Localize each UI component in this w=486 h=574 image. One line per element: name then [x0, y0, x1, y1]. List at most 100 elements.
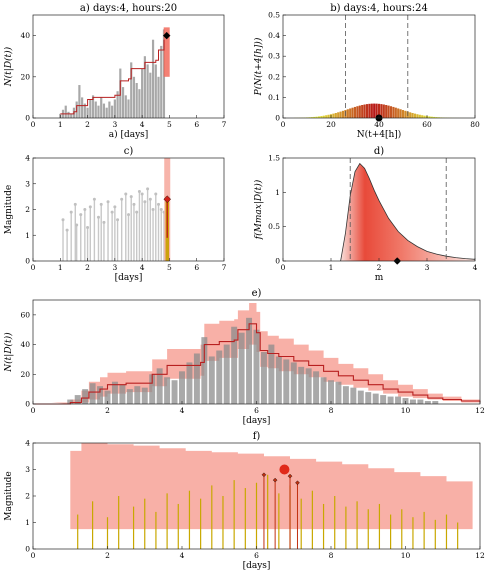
e-count-bar [328, 380, 334, 404]
e-model-line [33, 323, 481, 405]
e-count-bar [387, 396, 394, 404]
e-xtick-label: 0 [31, 406, 36, 415]
e-count-bar [320, 377, 327, 404]
c-event-marker [99, 202, 103, 206]
c-event-marker [146, 187, 150, 191]
b-probability-bar [341, 110, 345, 118]
f-xtick-label: 12 [475, 551, 485, 560]
e-count-bar [417, 399, 424, 404]
e-ytick-label: 20 [20, 370, 30, 379]
e-count-bar [246, 317, 253, 404]
b-probability-bar [401, 110, 405, 118]
f-recent-event-marker [261, 472, 267, 478]
a-count-bar [149, 72, 152, 118]
e-count-bar [216, 350, 223, 404]
c-xtick-label: 4 [140, 263, 145, 272]
e-xtick-label: 10 [401, 406, 411, 415]
a-count-bar [138, 89, 141, 118]
a-count-bar [116, 91, 119, 118]
e-count-bar [208, 356, 215, 404]
a-count-bar [135, 82, 138, 118]
c-xtick-label: 1 [58, 263, 63, 272]
b-probability-bar [310, 117, 313, 118]
e-xtick-label: 8 [329, 406, 334, 415]
e-xlabel: [days] [243, 416, 271, 426]
b-ytick-label: 0.1 [268, 93, 280, 102]
e-count-bar [290, 362, 297, 404]
c-event-marker [135, 210, 139, 214]
a-xtick-label: 0 [31, 120, 36, 129]
c-xtick-label: 2 [85, 263, 90, 272]
a-count-bar [83, 103, 86, 118]
e-count-bar [395, 396, 402, 404]
b-probability-bar [397, 108, 400, 118]
c-event-marker [143, 200, 147, 204]
c-event-marker [102, 220, 106, 224]
b-probability-bar [365, 104, 369, 118]
b-probability-bar [380, 104, 383, 118]
a-forecast-band [163, 27, 170, 77]
b-probability-bar [327, 114, 330, 118]
e-count-bar [253, 329, 260, 404]
b-axes-frame [282, 14, 476, 119]
b-probability-bar [413, 113, 417, 118]
c-event-marker [148, 197, 152, 201]
d-ytick-label: 0.5 [268, 222, 280, 231]
panel-a: 0 1 2 3 4 5 6 7 0 20 40 a) days:4, hours:20 a) [days… [3, 3, 227, 140]
e-count-bar [201, 337, 208, 404]
a-count-bar [105, 107, 108, 118]
c-xtick-label: 6 [194, 263, 199, 272]
e-xtick-label: 6 [254, 406, 259, 415]
e-count-bar [372, 393, 379, 404]
b-ylabel: P(N(t+4[h])) [253, 37, 264, 96]
a-ytick-label: 20 [20, 72, 30, 81]
e-count-bar [171, 380, 178, 404]
e-count-bar [104, 390, 111, 404]
d-ylabel: f(Mmax|D(t)) [253, 179, 264, 240]
b-ytick-label: 0.4 [268, 31, 280, 40]
e-count-bar [313, 371, 320, 404]
a-count-bar [70, 113, 73, 118]
b-xlabel: N(t+4[h]) [357, 129, 402, 140]
b-probability-bar [317, 116, 321, 118]
c-xtick-label: 3 [112, 263, 117, 272]
f-xtick-label: 2 [105, 551, 110, 560]
d-title: d) [374, 146, 384, 157]
a-title: a) days:4, hours:20 [80, 3, 177, 14]
e-count-bar [231, 326, 238, 404]
b-probability-bar [430, 116, 433, 118]
b-probability-bar [325, 115, 328, 118]
c-event-marker [120, 197, 124, 201]
panel-e: 0 2 4 6 8 10 12 0 20 40 60 e) [days] N(t|D(t)) [3, 288, 485, 426]
a-count-bar [81, 97, 84, 118]
d-xtick-label: 0 [281, 263, 286, 272]
c-ytick-label: 3 [25, 179, 30, 188]
a-xtick-label: 4 [140, 120, 145, 129]
f-title: f) [253, 431, 261, 442]
b-probability-bar [370, 103, 373, 118]
e-count-bar [74, 395, 81, 404]
c-ytick-label: 1 [25, 231, 30, 240]
b-probability-bar [349, 108, 352, 118]
a-count-bar [67, 111, 70, 118]
a-observed-point [162, 31, 171, 40]
c-ylabel: Magnitude [4, 185, 14, 235]
e-ytick-label: 0 [25, 400, 30, 409]
a-xtick-label: 6 [194, 120, 199, 129]
b-probability-bar [363, 104, 366, 118]
a-count-bar [108, 101, 111, 118]
b-probability-bar [399, 109, 402, 118]
e-count-bar [342, 386, 349, 404]
b-xtick-label: 0 [281, 120, 286, 129]
f-ytick-label: 3 [25, 465, 30, 474]
d-xtick-label: 3 [425, 263, 430, 272]
b-ytick-label: 0 [275, 114, 280, 123]
e-count-bar [141, 387, 148, 404]
f-ytick-label: 2 [25, 492, 30, 501]
c-max-point [163, 195, 172, 203]
b-ytick-label: 0.5 [268, 11, 280, 20]
c-ytick-label: 0 [25, 257, 30, 266]
e-ylabel: N(t|D(t)) [3, 332, 14, 373]
c-xtick-label: 0 [31, 263, 36, 272]
